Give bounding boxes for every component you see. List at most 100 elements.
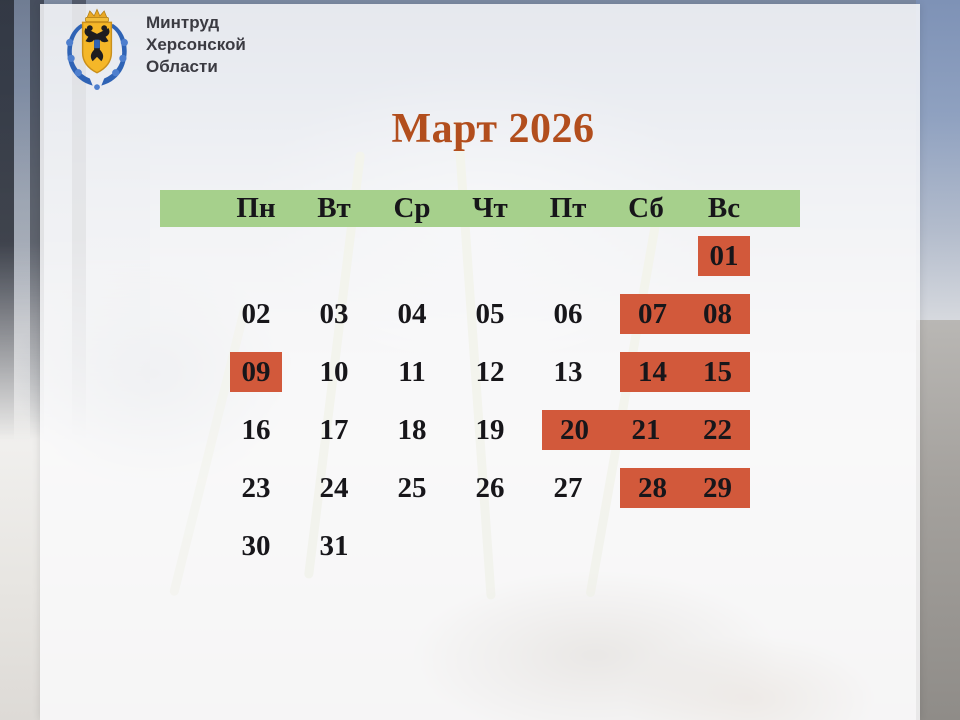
holiday-date: 21 bbox=[607, 410, 685, 450]
date-cell: 24 bbox=[295, 459, 373, 517]
week-row: 16 17 18 19 20 21 22 bbox=[217, 401, 763, 459]
date-cell bbox=[607, 517, 685, 575]
ministry-name: Минтруд Херсонской Области bbox=[146, 12, 246, 78]
holiday-date: 28 bbox=[620, 468, 685, 508]
date-cell bbox=[607, 227, 685, 285]
workday-date: 27 bbox=[553, 472, 583, 504]
date-cell bbox=[217, 227, 295, 285]
date-cell: 18 bbox=[373, 401, 451, 459]
workday-date: 16 bbox=[241, 414, 271, 446]
day-header-cell: Вт bbox=[317, 192, 351, 224]
date-cell: 08 bbox=[685, 285, 763, 343]
ministry-logo-block: Минтруд Херсонской Области bbox=[60, 8, 246, 90]
workday-date: 03 bbox=[319, 298, 349, 330]
workday-date: 10 bbox=[319, 356, 349, 388]
date-cell: 07 bbox=[607, 285, 685, 343]
date-cell: 10 bbox=[295, 343, 373, 401]
date-cell: 20 bbox=[529, 401, 607, 459]
workday-date: 05 bbox=[475, 298, 505, 330]
workday-date: 19 bbox=[475, 414, 505, 446]
date-cell bbox=[295, 227, 373, 285]
workday-date: 23 bbox=[241, 472, 271, 504]
date-cell bbox=[373, 227, 451, 285]
holiday-date: 09 bbox=[230, 352, 282, 392]
date-cell: 23 bbox=[217, 459, 295, 517]
date-cell: 12 bbox=[451, 343, 529, 401]
workday-date: 11 bbox=[398, 356, 426, 388]
workday-date: 06 bbox=[553, 298, 583, 330]
workday-date: 30 bbox=[241, 530, 271, 562]
week-row: 02 03 04 05 06 07 08 bbox=[217, 285, 763, 343]
ministry-name-line2: Херсонской bbox=[146, 35, 246, 54]
date-cell: 25 bbox=[373, 459, 451, 517]
weekday-header-bar bbox=[160, 190, 800, 227]
holiday-date: 22 bbox=[685, 410, 750, 450]
calendar-grid: Пн Вт Ср Чт Пт Сб Вс 01 02 03 04 05 06 07 08 09 10 11 12 1… bbox=[217, 190, 763, 575]
date-cell: 03 bbox=[295, 285, 373, 343]
holiday-date: 07 bbox=[620, 294, 685, 334]
date-cell: 11 bbox=[373, 343, 451, 401]
week-row: 01 bbox=[217, 227, 763, 285]
holiday-date: 29 bbox=[685, 468, 750, 508]
holiday-date: 15 bbox=[685, 352, 750, 392]
workday-date: 26 bbox=[475, 472, 505, 504]
ministry-name-line3: Области bbox=[146, 57, 218, 76]
sky-strip-right bbox=[916, 0, 960, 330]
date-cell: 09 bbox=[217, 343, 295, 401]
content-panel bbox=[40, 4, 920, 720]
day-header-cell: Вс bbox=[707, 192, 741, 224]
workday-date: 25 bbox=[397, 472, 427, 504]
kherson-coat-of-arms-icon bbox=[66, 8, 128, 90]
week-row: 30 31 bbox=[217, 517, 763, 575]
date-cell: 13 bbox=[529, 343, 607, 401]
date-cell: 14 bbox=[607, 343, 685, 401]
holiday-date: 08 bbox=[685, 294, 750, 334]
ministry-name-line1: Минтруд bbox=[146, 13, 220, 32]
holiday-date: 20 bbox=[542, 410, 607, 450]
date-cell: 27 bbox=[529, 459, 607, 517]
day-header-row: Пн Вт Ср Чт Пт Сб Вс bbox=[217, 190, 763, 227]
date-cell bbox=[451, 227, 529, 285]
week-row: 09 10 11 12 13 14 15 bbox=[217, 343, 763, 401]
date-cell bbox=[451, 517, 529, 575]
day-header-cell: Ср bbox=[393, 192, 431, 224]
workday-date: 24 bbox=[319, 472, 349, 504]
date-cell: 21 bbox=[607, 401, 685, 459]
workday-date: 31 bbox=[319, 530, 349, 562]
day-header-cell: Чт bbox=[472, 192, 508, 224]
date-cell: 28 bbox=[607, 459, 685, 517]
workday-date: 17 bbox=[319, 414, 349, 446]
tree-trunk-right bbox=[916, 320, 960, 720]
date-cell: 05 bbox=[451, 285, 529, 343]
weeks: 01 02 03 04 05 06 07 08 09 10 11 12 13 14 15 16 17 18 19 20… bbox=[217, 227, 763, 575]
day-header-cell: Пт bbox=[549, 192, 587, 224]
date-cell bbox=[529, 227, 607, 285]
day-header-cell: Пн bbox=[236, 192, 276, 224]
date-cell: 22 bbox=[685, 401, 763, 459]
holiday-date: 01 bbox=[698, 236, 750, 276]
workday-date: 12 bbox=[475, 356, 505, 388]
workday-date: 02 bbox=[241, 298, 271, 330]
date-cell: 02 bbox=[217, 285, 295, 343]
workday-date: 04 bbox=[397, 298, 427, 330]
date-cell bbox=[373, 517, 451, 575]
date-cell: 19 bbox=[451, 401, 529, 459]
date-cell: 15 bbox=[685, 343, 763, 401]
week-row: 23 24 25 26 27 28 29 bbox=[217, 459, 763, 517]
holiday-date: 14 bbox=[620, 352, 685, 392]
date-cell: 29 bbox=[685, 459, 763, 517]
day-header-cell: Сб bbox=[628, 192, 664, 224]
date-cell: 26 bbox=[451, 459, 529, 517]
date-cell: 16 bbox=[217, 401, 295, 459]
date-cell: 01 bbox=[685, 227, 763, 285]
date-cell bbox=[685, 517, 763, 575]
date-cell: 17 bbox=[295, 401, 373, 459]
workday-date: 18 bbox=[397, 414, 427, 446]
workday-date: 13 bbox=[553, 356, 583, 388]
date-cell: 06 bbox=[529, 285, 607, 343]
date-cell: 30 bbox=[217, 517, 295, 575]
date-cell: 04 bbox=[373, 285, 451, 343]
date-cell: 31 bbox=[295, 517, 373, 575]
month-title: Март 2026 bbox=[391, 106, 595, 152]
